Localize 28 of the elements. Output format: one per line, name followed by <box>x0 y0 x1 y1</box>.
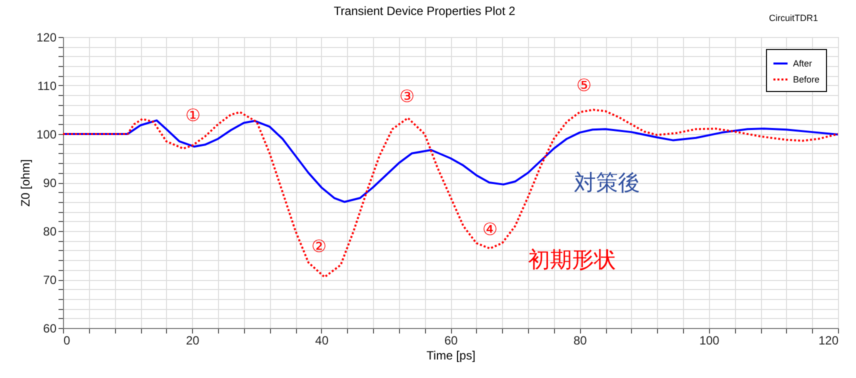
y-axis-title: Z0 [ohm] <box>18 159 32 207</box>
x-tick-label: 20 <box>186 334 200 348</box>
x-axis-title: Time [ps] <box>426 348 476 362</box>
x-tick-label: 40 <box>315 334 329 348</box>
annotation: 初期形状 <box>528 248 616 273</box>
annotation: 対策後 <box>574 171 640 196</box>
annotation: ① <box>185 106 201 126</box>
annotation: ② <box>311 237 327 257</box>
y-tick-label: 60 <box>43 322 57 336</box>
y-tick-label: 100 <box>36 128 57 142</box>
x-tick-label: 100 <box>699 334 720 348</box>
y-tick-label: 110 <box>37 79 57 93</box>
y-tick-label: 80 <box>43 224 57 238</box>
y-tick-label: 120 <box>36 30 57 44</box>
annotation: ③ <box>399 87 415 107</box>
x-tick-label: 0 <box>64 334 70 348</box>
annotation: ④ <box>482 220 498 240</box>
x-tick-label: 80 <box>573 334 588 348</box>
y-tick-label: 70 <box>43 273 57 287</box>
x-tick-label: 120 <box>818 334 839 348</box>
y-tick-label: 90 <box>43 176 57 190</box>
x-tick-label: 60 <box>444 334 458 348</box>
line-series <box>63 108 838 278</box>
text: CircuitTDR1 <box>768 13 818 23</box>
legend-label: Before <box>793 74 820 84</box>
chart-title: Transient Device Properties Plot 2 <box>334 4 516 18</box>
annotation: ⑤ <box>576 76 592 96</box>
legend-label: After <box>793 58 812 68</box>
